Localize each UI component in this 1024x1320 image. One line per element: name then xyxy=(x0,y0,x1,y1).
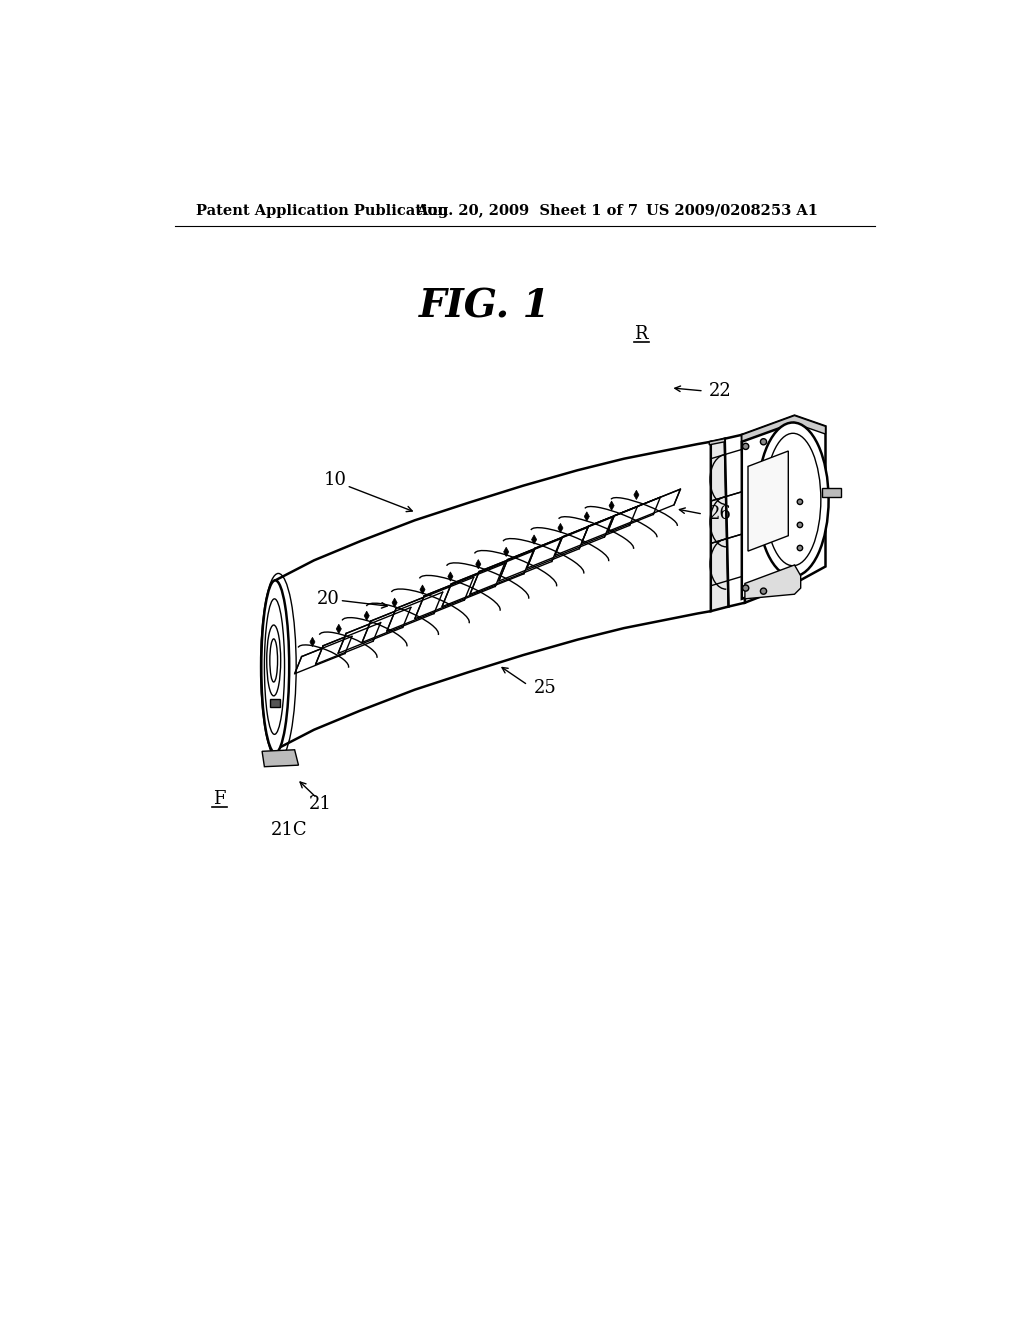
Polygon shape xyxy=(476,560,481,569)
Ellipse shape xyxy=(761,589,767,594)
Polygon shape xyxy=(725,434,744,607)
Ellipse shape xyxy=(270,639,278,682)
Ellipse shape xyxy=(264,599,285,734)
Polygon shape xyxy=(585,512,590,521)
Polygon shape xyxy=(275,442,711,750)
Polygon shape xyxy=(336,624,341,634)
Ellipse shape xyxy=(742,585,749,591)
Polygon shape xyxy=(531,535,537,544)
Polygon shape xyxy=(710,438,725,445)
Bar xyxy=(270,700,280,706)
Polygon shape xyxy=(634,490,639,499)
Ellipse shape xyxy=(266,626,281,696)
Polygon shape xyxy=(558,524,563,533)
Text: 25: 25 xyxy=(535,680,557,697)
Text: 22: 22 xyxy=(710,381,732,400)
Polygon shape xyxy=(315,623,381,664)
Polygon shape xyxy=(711,438,729,611)
Polygon shape xyxy=(392,598,397,607)
Polygon shape xyxy=(338,607,411,653)
Polygon shape xyxy=(362,593,442,643)
Text: Aug. 20, 2009  Sheet 1 of 7: Aug. 20, 2009 Sheet 1 of 7 xyxy=(417,203,638,218)
Text: 26: 26 xyxy=(710,506,732,523)
Polygon shape xyxy=(365,611,370,620)
Ellipse shape xyxy=(761,438,767,445)
Polygon shape xyxy=(582,498,660,544)
Polygon shape xyxy=(262,750,299,767)
Polygon shape xyxy=(741,416,825,603)
Polygon shape xyxy=(420,585,425,594)
Ellipse shape xyxy=(798,545,803,550)
Polygon shape xyxy=(470,539,561,594)
Polygon shape xyxy=(415,564,505,619)
Polygon shape xyxy=(555,507,637,556)
Ellipse shape xyxy=(758,422,828,577)
Polygon shape xyxy=(608,490,680,532)
Polygon shape xyxy=(748,451,788,552)
Ellipse shape xyxy=(742,444,749,450)
Text: Patent Application Publication: Patent Application Publication xyxy=(197,203,449,218)
Text: US 2009/0208253 A1: US 2009/0208253 A1 xyxy=(646,203,818,218)
Text: R: R xyxy=(634,325,648,343)
Polygon shape xyxy=(387,577,474,631)
Polygon shape xyxy=(744,565,801,599)
Polygon shape xyxy=(310,638,315,647)
Text: F: F xyxy=(213,791,225,808)
Ellipse shape xyxy=(798,499,803,504)
Polygon shape xyxy=(741,424,793,599)
Ellipse shape xyxy=(261,581,289,752)
Polygon shape xyxy=(295,636,352,673)
Polygon shape xyxy=(609,502,614,511)
Polygon shape xyxy=(504,548,509,557)
Text: FIG. 1: FIG. 1 xyxy=(419,288,550,325)
Polygon shape xyxy=(741,416,825,442)
Polygon shape xyxy=(821,488,841,498)
Polygon shape xyxy=(527,517,612,568)
Text: 10: 10 xyxy=(325,471,347,490)
Polygon shape xyxy=(442,550,534,607)
Ellipse shape xyxy=(765,433,821,566)
Polygon shape xyxy=(499,527,588,581)
Text: 21C: 21C xyxy=(271,821,307,838)
Text: 20: 20 xyxy=(316,590,339,607)
Text: 21: 21 xyxy=(309,795,332,813)
Polygon shape xyxy=(447,572,453,581)
Ellipse shape xyxy=(798,523,803,528)
